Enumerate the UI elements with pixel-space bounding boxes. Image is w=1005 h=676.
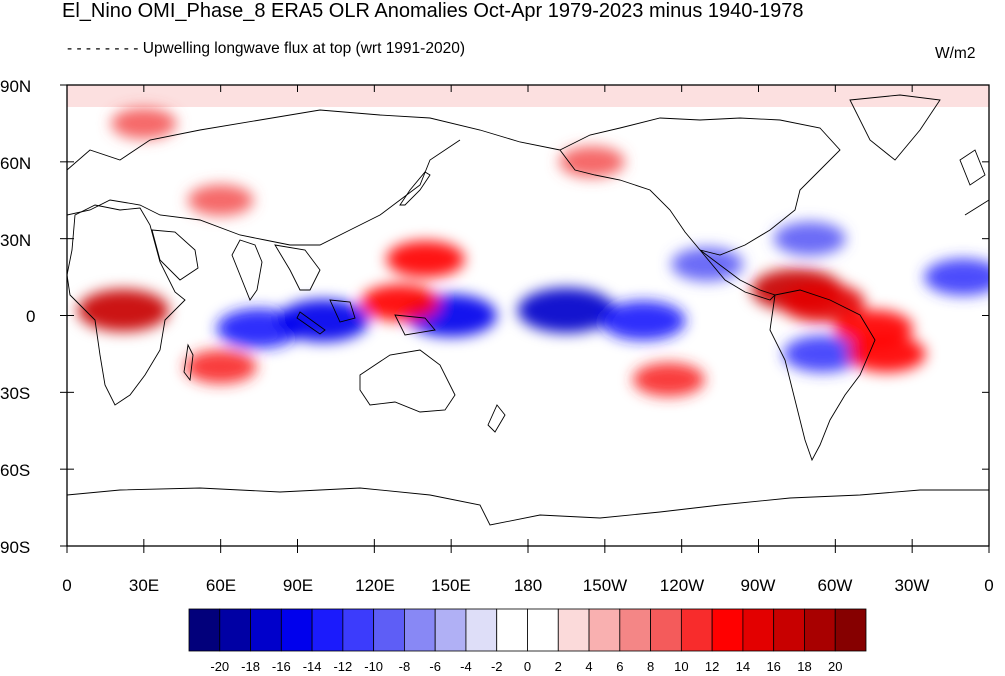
colorbar-tick-label: 14 [736, 659, 750, 674]
colorbar-tick-label: -16 [272, 659, 291, 674]
lat-label-90s: 90S [0, 538, 30, 557]
colorbar-labels: -20 -18 -16 -14 -12 -10 -8 -6 -4 -2 0 2 4 6 8 10 12 14 16 1… [210, 659, 842, 674]
colorbar [188, 608, 867, 652]
colorbar-tick-label: -8 [399, 659, 411, 674]
colorbar-swatch [650, 608, 682, 652]
colorbar-tick-label: 18 [797, 659, 811, 674]
coastlines [67, 94, 989, 526]
lon-label-120w: 120W [660, 576, 704, 595]
lat-label-30n: 30N [0, 231, 31, 250]
lon-label-30e: 30E [129, 576, 159, 595]
colorbar-swatch [188, 608, 221, 652]
colorbar-swatch [742, 608, 775, 652]
anomaly-blob [187, 184, 254, 216]
lon-label-120e: 120E [355, 576, 395, 595]
lon-label-150w: 150W [583, 576, 627, 595]
colorbar-swatch [711, 608, 744, 652]
anomaly-blob [386, 240, 465, 278]
map-title: El_Nino OMI_Phase_8 ERA5 OLR Anomalies O… [62, 0, 804, 22]
colorbar-swatch [588, 608, 621, 652]
anomaly-blob [783, 335, 862, 373]
colorbar-swatch [434, 608, 467, 652]
lon-label-90w: 90W [741, 576, 776, 595]
colorbar-tick-label: -20 [210, 659, 229, 674]
anomaly-blob [671, 247, 744, 282]
axis-ticks [60, 84, 990, 553]
anomaly-blob [780, 282, 865, 323]
lat-label-90n: 90N [0, 77, 31, 96]
colorbar-tick-label: 4 [585, 659, 592, 674]
colorbar-tick-label: -2 [491, 659, 503, 674]
colorbar-swatch [557, 608, 590, 652]
colorbar-swatch [773, 608, 805, 652]
lon-label-150e: 150E [431, 576, 471, 595]
anomaly-blob [600, 300, 686, 341]
lon-label-60e: 60E [206, 576, 236, 595]
colorbar-swatch [619, 608, 651, 652]
lon-label-0: 0 [62, 576, 71, 595]
lon-label-0-end: 0 [984, 576, 993, 595]
colorbar-swatch [404, 608, 436, 652]
colorbar-tick-label: 6 [616, 659, 623, 674]
colorbar-swatch [373, 608, 405, 652]
lat-axis: 90N 60N 30N 0 30S 60S 90S [0, 77, 35, 557]
colorbar-tick-label: 20 [828, 659, 842, 674]
lon-label-60w: 60W [818, 576, 853, 595]
colorbar-tick-label: 16 [766, 659, 780, 674]
anomaly-blob [77, 289, 169, 332]
colorbar-swatch [834, 608, 867, 652]
anomaly-blob [360, 284, 440, 322]
anomaly-blob [559, 146, 625, 178]
lat-label-60n: 60N [0, 154, 31, 173]
colorbar-tick-label: -12 [333, 659, 352, 674]
map-subtitle: - - - - - - - - Upwelling longwave flux … [67, 40, 465, 57]
lon-label-30w: 30W [895, 576, 930, 595]
colorbar-swatch [342, 608, 375, 652]
anomaly-blob [924, 258, 989, 296]
colorbar-tick-label: -14 [303, 659, 322, 674]
anomaly-blob [277, 299, 369, 342]
lon-axis: 0 30E 60E 90E 120E 150E 180 150W 120W 90… [62, 576, 993, 595]
colorbar-swatch [465, 608, 498, 652]
colorbar-swatch [219, 608, 251, 652]
lat-label-30s: 30S [0, 384, 30, 403]
anomaly-blob [517, 287, 616, 333]
anomaly-field [77, 107, 989, 397]
lat-label-60s: 60S [0, 461, 30, 480]
anomaly-blob [847, 335, 926, 373]
colorbar-tick-label: -18 [241, 659, 260, 674]
colorbar-tick-label: -10 [364, 659, 383, 674]
colorbar-tick-label: 12 [705, 659, 719, 674]
colorbar-swatch [804, 608, 836, 652]
lat-label-0: 0 [26, 307, 35, 326]
colorbar-swatch [311, 608, 344, 652]
colorbar-tick-label: -4 [460, 659, 472, 674]
anomaly-blob [184, 349, 257, 384]
colorbar-swatch [527, 608, 559, 652]
colorbar-tick-label: 2 [555, 659, 562, 674]
lon-label-90e: 90E [283, 576, 313, 595]
anomaly-blob [773, 221, 846, 256]
colorbar-swatch [280, 608, 313, 652]
colorbar-tick-label: 10 [674, 659, 688, 674]
colorbar-tick-label: 8 [647, 659, 654, 674]
lon-label-180: 180 [514, 576, 542, 595]
colorbar-swatch [250, 608, 282, 652]
colorbar-swatch [496, 608, 528, 652]
colorbar-swatch [680, 608, 713, 652]
colorbar-tick-label: -6 [429, 659, 441, 674]
anomaly-blob [632, 362, 705, 397]
anomaly-blob [111, 107, 177, 140]
units-label: W/m2 [935, 45, 976, 62]
colorbar-tick-label: 0 [524, 659, 531, 674]
